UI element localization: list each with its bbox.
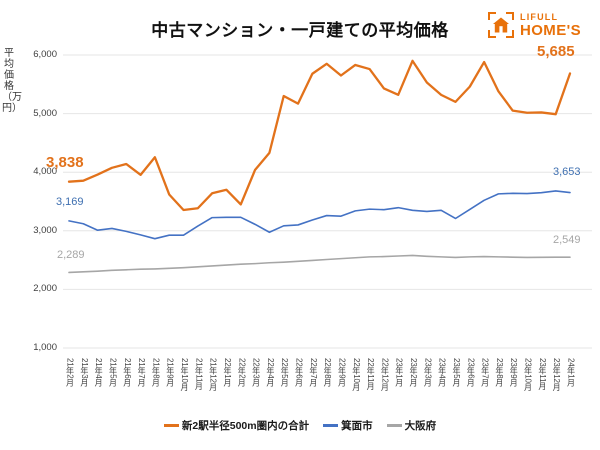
legend-item-gray[interactable]: 大阪府 bbox=[386, 418, 437, 433]
legend-swatch-gray bbox=[386, 424, 402, 427]
x-axis-tick-label: 21年7月 bbox=[137, 358, 147, 387]
x-axis-tick-label: 23年4月 bbox=[437, 358, 447, 387]
x-axis-tick-label: 24年1月 bbox=[566, 358, 576, 387]
data-point-label: 3,169 bbox=[56, 195, 84, 208]
x-axis-tick-label: 21年6月 bbox=[122, 358, 132, 387]
legend-swatch-orange bbox=[163, 424, 179, 427]
y-axis-tick-label: 6,000 bbox=[33, 49, 57, 60]
x-axis-tick-label: 22年9月 bbox=[337, 358, 347, 387]
legend-label-gray: 大阪府 bbox=[404, 420, 437, 432]
house-in-brackets-icon bbox=[487, 11, 515, 39]
chart-header: 中古マンション・一戸建ての平均価格 LIFULL bbox=[0, 0, 600, 45]
x-axis-tick-label: 23年2月 bbox=[409, 358, 419, 387]
x-axis-tick-label: 23年10月 bbox=[523, 358, 533, 391]
legend-swatch-blue bbox=[323, 424, 339, 427]
data-point-label: 5,685 bbox=[537, 43, 575, 61]
y-axis-tick-label: 5,000 bbox=[33, 107, 57, 119]
x-axis-tick-label: 21年11月 bbox=[194, 358, 204, 391]
x-axis-tick-label: 22年11月 bbox=[366, 358, 376, 391]
x-axis-tick-label: 21年2月 bbox=[65, 358, 75, 387]
x-axis-tick-label: 22年8月 bbox=[323, 358, 333, 387]
legend-label-orange: 新2駅半径500m圏内の合計 bbox=[181, 420, 310, 432]
y-axis-tick-label: 1,000 bbox=[33, 342, 57, 353]
x-axis-tick-label: 21年10月 bbox=[180, 358, 189, 391]
x-axis-tick-label: 22年2月 bbox=[237, 358, 247, 387]
x-axis-tick-label: 22年4月 bbox=[265, 358, 275, 387]
y-axis-tick-label: 3,000 bbox=[33, 224, 57, 236]
logo-text: LIFULL HOME'S bbox=[520, 11, 581, 39]
x-axis-tick-label: 23年1月 bbox=[394, 358, 404, 387]
x-axis-tick-label: 21年5月 bbox=[108, 358, 118, 387]
x-axis-tick-label: 22年6月 bbox=[294, 358, 304, 387]
logo-homes-text: HOME'S bbox=[520, 21, 581, 39]
y-axis-title: 平均価格（万円） bbox=[2, 48, 22, 114]
logo-lifull-text: LIFULL bbox=[520, 11, 559, 22]
y-axis-tick-label: 2,000 bbox=[33, 283, 57, 295]
series-line bbox=[68, 190, 571, 240]
x-axis-tick-label: 23年7月 bbox=[480, 358, 490, 387]
legend-item-orange[interactable]: 新2駅半径500m圏内の合計 bbox=[163, 418, 310, 433]
x-axis-tick-label: 22年3月 bbox=[251, 358, 261, 387]
data-point-label: 3,653 bbox=[553, 165, 581, 178]
x-axis-tick-label: 23年12月 bbox=[552, 358, 562, 391]
chart-legend: 新2駅半径500m圏内の合計 箕面市 大阪府 bbox=[0, 418, 600, 433]
series-line bbox=[67, 59, 572, 212]
x-axis-tick-label: 21年3月 bbox=[79, 358, 89, 387]
data-point-label: 2,289 bbox=[57, 249, 85, 262]
data-point-label: 3,838 bbox=[46, 153, 84, 171]
x-axis-tick-label: 23年8月 bbox=[494, 358, 504, 387]
x-axis-tick-label: 23年11月 bbox=[537, 358, 547, 391]
x-axis-tick-label: 22年1月 bbox=[222, 358, 232, 387]
x-axis-tick-label: 23年5月 bbox=[451, 358, 461, 387]
x-axis-tick-label: 23年3月 bbox=[423, 358, 433, 387]
legend-label-blue: 箕面市 bbox=[341, 420, 373, 432]
gridlines bbox=[63, 54, 592, 349]
x-axis-tick-label: 23年6月 bbox=[466, 358, 476, 387]
page-title: 中古マンション・一戸建ての平均価格 bbox=[151, 21, 449, 40]
series-lines bbox=[67, 59, 572, 274]
x-axis-tick-label: 21年8月 bbox=[151, 358, 161, 387]
series-line bbox=[68, 254, 571, 274]
x-axis-tick-label: 22年5月 bbox=[280, 358, 290, 387]
x-axis-tick-label: 21年9月 bbox=[165, 358, 175, 387]
lifull-homes-logo: LIFULL HOME'S bbox=[487, 8, 595, 42]
y-axis-tick-label: 4,000 bbox=[33, 166, 57, 178]
x-axis-tick-label: 21年4月 bbox=[94, 358, 104, 387]
x-axis-tick-label: 22年7月 bbox=[308, 358, 318, 387]
x-axis-tick-label: 21年12月 bbox=[208, 358, 218, 391]
x-axis-tick-label: 22年10月 bbox=[351, 358, 361, 391]
x-axis-tick-label: 23年9月 bbox=[509, 358, 519, 387]
legend-item-blue[interactable]: 箕面市 bbox=[323, 418, 373, 433]
data-point-label: 2,549 bbox=[553, 234, 581, 247]
x-axis-tick-label: 22年12月 bbox=[380, 358, 390, 391]
